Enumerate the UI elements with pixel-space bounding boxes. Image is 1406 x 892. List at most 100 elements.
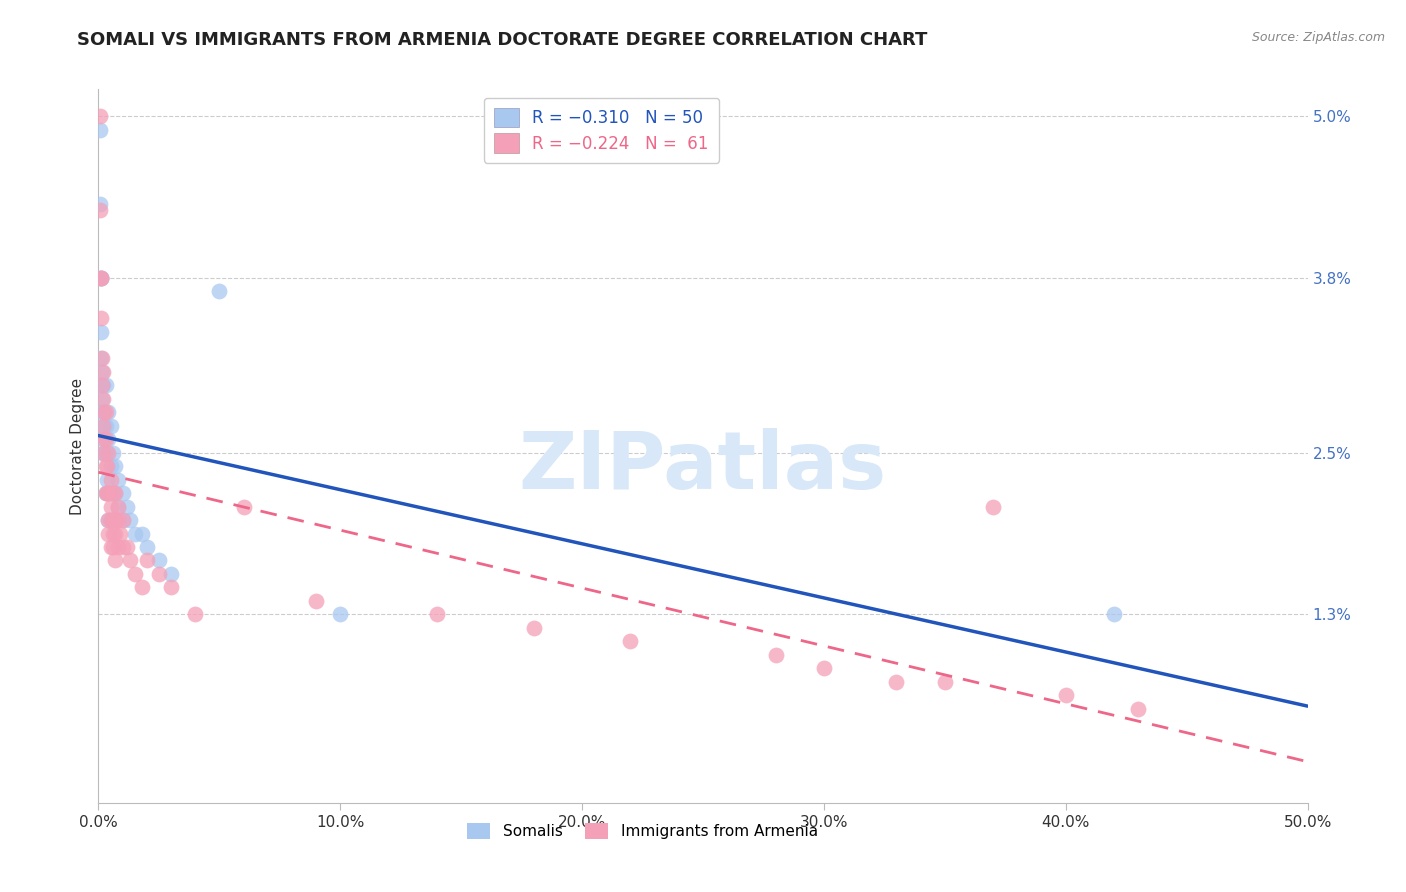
Point — [1102, 607, 1125, 622]
Point — [100, 513, 122, 527]
Point — [765, 648, 787, 662]
Point — [90, 351, 112, 366]
Point — [93, 432, 115, 446]
Point — [124, 566, 146, 581]
Point — [91, 392, 114, 406]
Point — [90, 270, 112, 285]
Point — [91, 446, 114, 460]
Point — [91, 365, 114, 379]
Point — [94, 378, 117, 392]
Point — [523, 621, 546, 635]
Point — [107, 500, 129, 514]
Text: SOMALI VS IMMIGRANTS FROM ARMENIA DOCTORATE DEGREE CORRELATION CHART: SOMALI VS IMMIGRANTS FROM ARMENIA DOCTOR… — [77, 31, 928, 49]
Point — [96, 459, 118, 474]
Point — [101, 486, 124, 500]
Point — [97, 513, 120, 527]
Point — [117, 540, 139, 554]
Point — [94, 486, 117, 500]
Point — [94, 459, 117, 474]
Point — [101, 513, 124, 527]
Point — [90, 270, 112, 285]
Point — [329, 607, 352, 622]
Point — [148, 566, 170, 581]
Point — [104, 553, 127, 567]
Point — [619, 634, 641, 648]
Point — [97, 526, 120, 541]
Point — [100, 459, 122, 474]
Point — [101, 526, 124, 541]
Point — [90, 311, 112, 326]
Point — [90, 270, 112, 285]
Point — [1054, 688, 1077, 702]
Point — [91, 446, 114, 460]
Point — [108, 526, 131, 541]
Point — [91, 378, 114, 392]
Point — [96, 486, 118, 500]
Point — [135, 553, 157, 567]
Point — [94, 432, 117, 446]
Point — [934, 674, 956, 689]
Point — [97, 432, 120, 446]
Point — [91, 432, 114, 446]
Point — [117, 500, 139, 514]
Point — [981, 500, 1004, 514]
Point — [91, 405, 114, 419]
Point — [107, 473, 129, 487]
Point — [100, 540, 122, 554]
Point — [107, 513, 129, 527]
Point — [107, 500, 129, 514]
Point — [813, 661, 835, 675]
Point — [118, 553, 141, 567]
Point — [124, 526, 146, 541]
Point — [96, 473, 118, 487]
Text: Source: ZipAtlas.com: Source: ZipAtlas.com — [1251, 31, 1385, 45]
Point — [89, 122, 111, 136]
Point — [160, 566, 183, 581]
Point — [97, 446, 120, 460]
Point — [97, 486, 120, 500]
Point — [111, 540, 134, 554]
Point — [91, 378, 114, 392]
Point — [100, 513, 122, 527]
Point — [91, 378, 114, 392]
Point — [91, 405, 114, 419]
Point — [90, 325, 112, 339]
Point — [208, 284, 231, 298]
Point — [93, 418, 115, 433]
Point — [104, 526, 127, 541]
Point — [91, 365, 114, 379]
Point — [97, 513, 120, 527]
Point — [131, 526, 153, 541]
Point — [101, 486, 124, 500]
Point — [100, 473, 122, 487]
Point — [104, 486, 127, 500]
Point — [97, 405, 120, 419]
Point — [148, 553, 170, 567]
Point — [101, 446, 124, 460]
Point — [104, 513, 127, 527]
Y-axis label: Doctorate Degree: Doctorate Degree — [69, 377, 84, 515]
Point — [886, 674, 908, 689]
Point — [94, 405, 117, 419]
Point — [426, 607, 449, 622]
Point — [91, 351, 114, 366]
Point — [107, 540, 129, 554]
Point — [184, 607, 207, 622]
Point — [97, 486, 120, 500]
Point — [96, 446, 118, 460]
Point — [93, 446, 115, 460]
Point — [232, 500, 254, 514]
Point — [94, 446, 117, 460]
Point — [118, 513, 141, 527]
Point — [100, 500, 122, 514]
Point — [91, 418, 114, 433]
Point — [131, 580, 153, 594]
Point — [135, 540, 157, 554]
Point — [89, 196, 111, 211]
Point — [1128, 701, 1150, 715]
Point — [104, 459, 127, 474]
Point — [104, 486, 127, 500]
Point — [89, 109, 111, 123]
Text: ZIPatlas: ZIPatlas — [519, 428, 887, 507]
Point — [90, 270, 112, 285]
